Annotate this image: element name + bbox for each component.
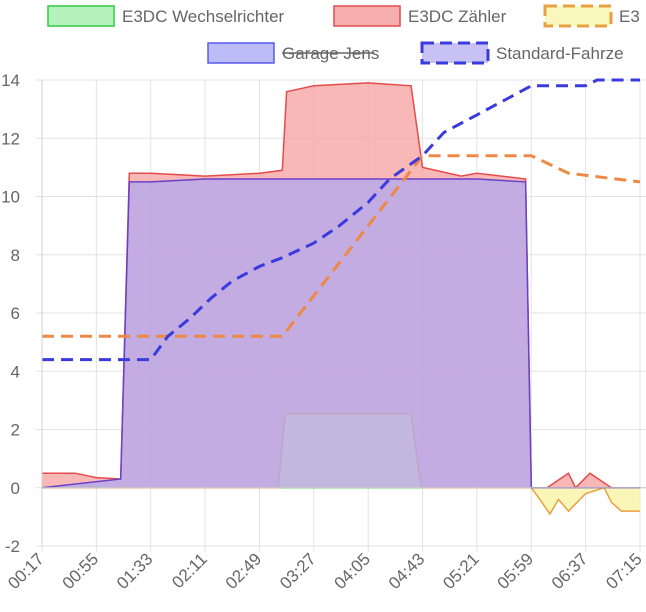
legend-item: E3DC Wechselrichter [47, 5, 285, 27]
legend: E3DC Wechselrichter E3DC Zähler E3 Garage J… [47, 4, 640, 65]
legend-label: E3DC Zähler [408, 7, 507, 26]
x-tick-label: 05:59 [494, 549, 538, 593]
legend-swatch [543, 4, 613, 28]
y-tick-label: 10 [1, 188, 20, 207]
legend-label: E3 [619, 7, 640, 26]
y-tick-label: -2 [5, 537, 20, 556]
x-tick-label: 02:49 [222, 549, 266, 593]
y-tick-label: 0 [11, 479, 20, 498]
series-line-standard-fahrze [41, 178, 640, 489]
legend-label: Standard-Fahrze [496, 44, 624, 63]
y-tick-label: 2 [11, 421, 20, 440]
series-area-standard-fahrze [42, 179, 640, 488]
x-tick-label: 04:43 [385, 549, 429, 593]
legend-swatch [47, 5, 115, 27]
legend-item: E3 [543, 4, 640, 28]
legend-swatch [333, 5, 401, 27]
y-tick-label: 12 [1, 129, 20, 148]
x-tick-label: 06:37 [548, 549, 592, 593]
series-dashed-standard-fahrze [42, 78, 640, 362]
legend-item: Garage Jens [207, 42, 379, 64]
y-tick-label: 8 [11, 246, 20, 265]
y-tick-label: 6 [11, 304, 20, 323]
y-tick-label: 14 [1, 71, 20, 90]
legend-item: E3DC Zähler [333, 5, 507, 27]
series-dashed-e3dc-z-hler [42, 154, 641, 338]
series-layer [41, 78, 641, 516]
legend-label: E3DC Wechselrichter [122, 7, 285, 26]
x-tick-label: 07:15 [602, 549, 646, 593]
x-tick-label: 04:05 [330, 549, 374, 593]
legend-swatch [420, 41, 490, 65]
x-tick-label: 05:21 [439, 549, 483, 593]
legend-swatch [207, 42, 275, 64]
y-tick-label: 4 [11, 362, 20, 381]
x-tick-label: 01:33 [113, 549, 157, 593]
series-line-e3dc-z-hler [42, 82, 640, 490]
x-tick-label: 00:55 [59, 549, 103, 593]
x-tick-label: 03:27 [276, 549, 320, 593]
legend-item: Standard-Fahrze [420, 41, 624, 65]
x-tick-label: 02:11 [168, 549, 211, 592]
